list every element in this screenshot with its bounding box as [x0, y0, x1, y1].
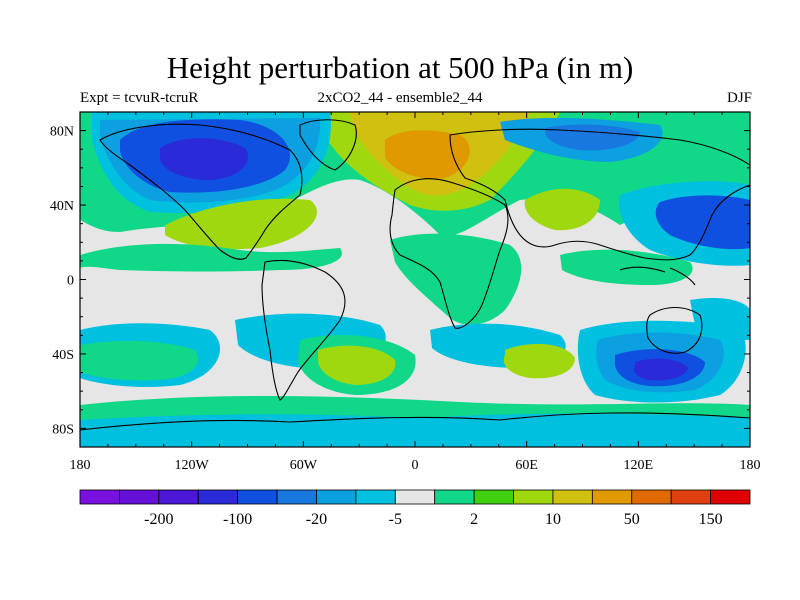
latitude-labels: 80N 40N 0 40S 80S — [50, 125, 74, 438]
field-region-africa-equatorial — [390, 233, 522, 325]
longitude-label: 120E — [624, 458, 654, 473]
coastline-indonesia — [619, 266, 696, 286]
colorbar-swatch — [552, 489, 593, 505]
field-region-central-asia-high — [524, 188, 600, 231]
field-region-antarctic-cyan — [80, 413, 750, 447]
field-region-pacific-low — [655, 195, 750, 250]
field-region-tropical-band-west — [80, 243, 342, 272]
longitude-label: 60E — [515, 458, 538, 473]
field-region-south-indian-high — [503, 343, 575, 379]
colorbar-swatch — [355, 489, 396, 505]
coastline-south-america — [261, 259, 346, 401]
colorbar-label: -100 — [223, 511, 252, 528]
colorbar-swatch — [316, 489, 357, 505]
coastline-africa-europe — [389, 178, 509, 329]
colorbar-label: 150 — [699, 511, 723, 528]
colorbar-swatch — [631, 489, 672, 505]
latitude-label: 40S — [52, 348, 74, 363]
colorbar-label: -20 — [306, 511, 327, 528]
colorbar-swatch — [434, 489, 475, 505]
field-region-southern-low-center — [633, 358, 688, 381]
coastline-greenland — [299, 119, 357, 171]
field-region-south-pacific-east — [690, 298, 750, 340]
field-region-europe-ridge-core — [385, 130, 470, 179]
coastline-antarctica — [80, 412, 750, 431]
colorbar-swatch — [158, 489, 199, 505]
coastlines — [80, 119, 750, 431]
colorbar-swatch — [473, 489, 514, 505]
latitude-label: 80S — [52, 422, 74, 437]
colorbar-swatch — [276, 489, 317, 505]
field-region-indonesia — [560, 249, 693, 285]
map-title: Height perturbation at 500 hPa (in m) — [166, 50, 634, 85]
field-region-namerica-low-center — [160, 138, 249, 180]
colorbar-swatch — [197, 489, 239, 505]
colorbar-swatch — [670, 489, 711, 505]
field-region-south-pacific-green — [80, 340, 199, 381]
colorbar-swatch — [119, 489, 160, 505]
latitude-label: 0 — [67, 274, 74, 289]
longitude-labels: 180 120W 60W 0 60E 120E 180 — [70, 458, 761, 473]
longitude-label: 180 — [740, 458, 761, 473]
field-region-atlantic-high — [165, 198, 317, 250]
colorbar-label: 50 — [624, 511, 640, 528]
coastline-australia — [646, 306, 703, 354]
height-perturbation-field — [80, 112, 750, 447]
coastline-asia — [449, 128, 750, 261]
longitude-label: 180 — [70, 458, 91, 473]
field-region-northwest-green — [80, 150, 102, 222]
experiment-label: Expt = tcvuR-tcruR — [80, 90, 199, 106]
colorbar-swatch — [513, 489, 554, 505]
colorbar-swatch — [394, 489, 436, 505]
longitude-label: 60W — [290, 458, 318, 473]
season-label: DJF — [726, 90, 752, 106]
colorbar-swatch — [237, 489, 278, 505]
colorbar-label: -5 — [389, 511, 402, 528]
longitude-label: 0 — [412, 458, 419, 473]
colorbar-swatch — [710, 489, 751, 505]
map-ticks — [79, 112, 751, 447]
longitude-label: 120W — [175, 458, 210, 473]
colorbar-label: 2 — [470, 511, 478, 528]
colorbar: -200 -100 -20 -5 2 10 50 150 — [79, 489, 751, 528]
coastline-north-america — [99, 123, 303, 260]
latitude-label: 80N — [50, 125, 74, 140]
field-region-south-america-high — [318, 345, 396, 385]
colorbar-swatch — [591, 489, 633, 505]
latitude-label: 40N — [50, 199, 74, 214]
colorbar-label: -200 — [144, 511, 173, 528]
ensemble-label: 2xCO2_44 - ensemble2_44 — [317, 90, 483, 106]
colorbar-label: 10 — [545, 511, 561, 528]
colorbar-swatch — [79, 489, 120, 505]
